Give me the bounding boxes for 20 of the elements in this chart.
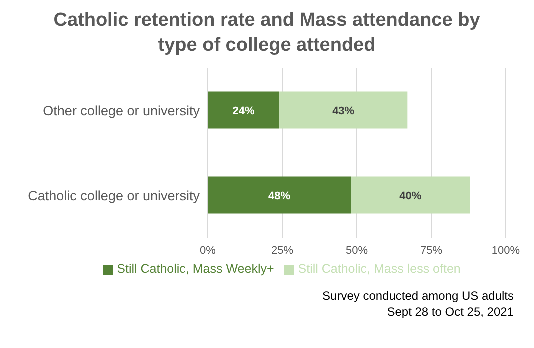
bar	[208, 176, 352, 214]
bar	[351, 176, 470, 214]
x-tick-label: 50%	[346, 244, 368, 257]
y-tick-label: Other college or university	[43, 103, 200, 118]
bar	[208, 92, 280, 129]
data-label: 40%	[400, 190, 422, 202]
legend-label: Still Catholic, Mass Weekly+	[117, 262, 274, 276]
x-tick-label: 100%	[492, 244, 520, 257]
text: Survey conducted among US adults	[322, 288, 514, 304]
x-tick-label: 75%	[420, 244, 443, 257]
x-tick-label: 25%	[271, 244, 294, 257]
data-label: 43%	[332, 105, 355, 118]
data-label: 48%	[268, 190, 291, 202]
legend-label: Still Catholic, Mass less often	[298, 262, 461, 276]
data-label: 24%	[232, 105, 255, 118]
bar	[280, 92, 408, 129]
y-tick-label: Catholic college or university	[28, 188, 200, 204]
text: Sept 28 to Oct 25, 2021	[386, 304, 514, 320]
x-tick-label: 0%	[200, 244, 216, 257]
chart-title: Catholic retention rate and Mass attendance by type of college attended	[52, 9, 482, 58]
